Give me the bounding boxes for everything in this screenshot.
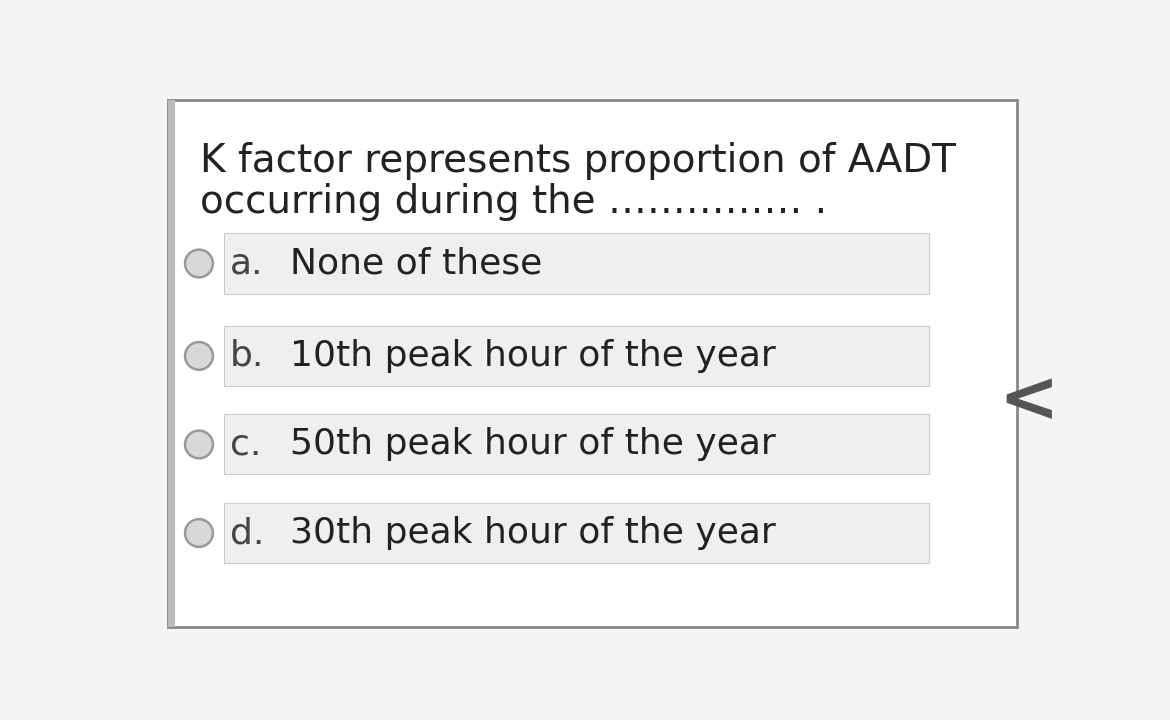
Text: None of these: None of these [290,246,542,281]
Text: occurring during the …………… .: occurring during the …………… . [200,183,827,220]
Text: 10th peak hour of the year: 10th peak hour of the year [290,339,776,373]
Text: K factor represents proportion of AADT: K factor represents proportion of AADT [200,142,956,180]
FancyBboxPatch shape [223,326,929,386]
Circle shape [185,431,213,459]
Circle shape [185,342,213,370]
Text: <: < [998,368,1059,436]
Circle shape [185,519,213,547]
Text: 30th peak hour of the year: 30th peak hour of the year [290,516,776,550]
Text: d.: d. [230,516,264,550]
FancyBboxPatch shape [168,100,1017,627]
Text: 50th peak hour of the year: 50th peak hour of the year [290,428,776,462]
Circle shape [185,250,213,277]
FancyBboxPatch shape [223,233,929,294]
Text: a.: a. [230,246,263,281]
FancyBboxPatch shape [223,415,929,474]
FancyBboxPatch shape [168,100,176,627]
Text: c.: c. [230,428,261,462]
Text: b.: b. [230,339,264,373]
FancyBboxPatch shape [223,503,929,563]
